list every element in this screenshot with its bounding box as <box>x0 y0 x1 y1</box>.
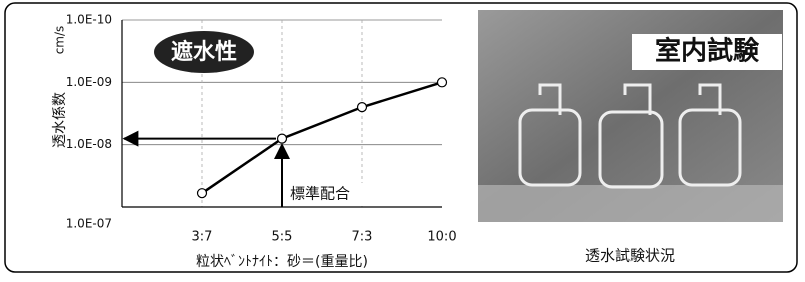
x-tick-label: 10:0 <box>427 230 456 245</box>
y-tick-label: 1.0E-07 <box>66 217 112 231</box>
data-point <box>438 78 447 87</box>
data-point <box>198 189 207 198</box>
photo-title: 室内試験 <box>655 36 760 67</box>
y-axis-unit: cm/s <box>53 26 67 55</box>
data-point <box>278 134 287 143</box>
x-axis-label: 粒状ﾍﾞﾝﾄﾅｲﾄ：砂＝(重量比) <box>196 254 368 270</box>
photo-caption: 透水試験状況 <box>585 247 675 265</box>
y-tick-label: 1.0E-10 <box>66 13 112 27</box>
x-tick-label: 3:7 <box>192 230 213 245</box>
x-tick-label: 7:3 <box>352 230 373 245</box>
y-tick-label: 1.0E-08 <box>66 137 112 151</box>
badge: 遮水性 <box>171 39 237 65</box>
annotation: 標準配合 <box>290 185 350 203</box>
data-point <box>358 103 367 112</box>
figure: 室内試験 透水試験状況 透水係数 cm/s 粒状ﾍﾞﾝﾄﾅｲﾄ：砂＝(重量比) … <box>0 0 805 278</box>
y-tick-label: 1.0E-09 <box>66 75 112 89</box>
x-tick-label: 5:5 <box>272 230 293 245</box>
